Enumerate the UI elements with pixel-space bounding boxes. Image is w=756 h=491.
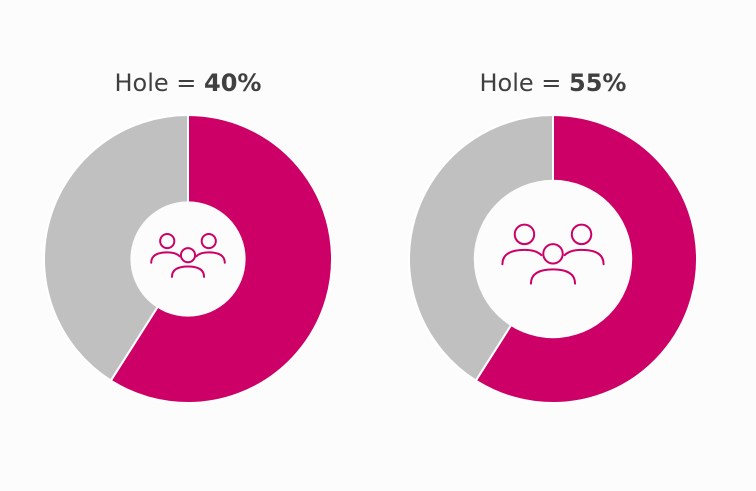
donut-chart-left	[43, 114, 333, 404]
title-prefix: Hole =	[114, 69, 205, 97]
donut-hole	[130, 201, 246, 317]
chart-title-right: Hole = 55%	[433, 67, 673, 99]
title-value: 40%	[204, 69, 262, 97]
people-group-icon	[150, 232, 226, 278]
donut-slice-gray	[43, 114, 189, 382]
title-value: 55%	[569, 69, 627, 97]
people-group-icon	[501, 223, 605, 285]
chart-title-left: Hole = 40%	[68, 67, 308, 99]
donut-chart-right	[408, 114, 698, 404]
title-prefix: Hole =	[479, 69, 570, 97]
donut-hole	[473, 179, 633, 339]
